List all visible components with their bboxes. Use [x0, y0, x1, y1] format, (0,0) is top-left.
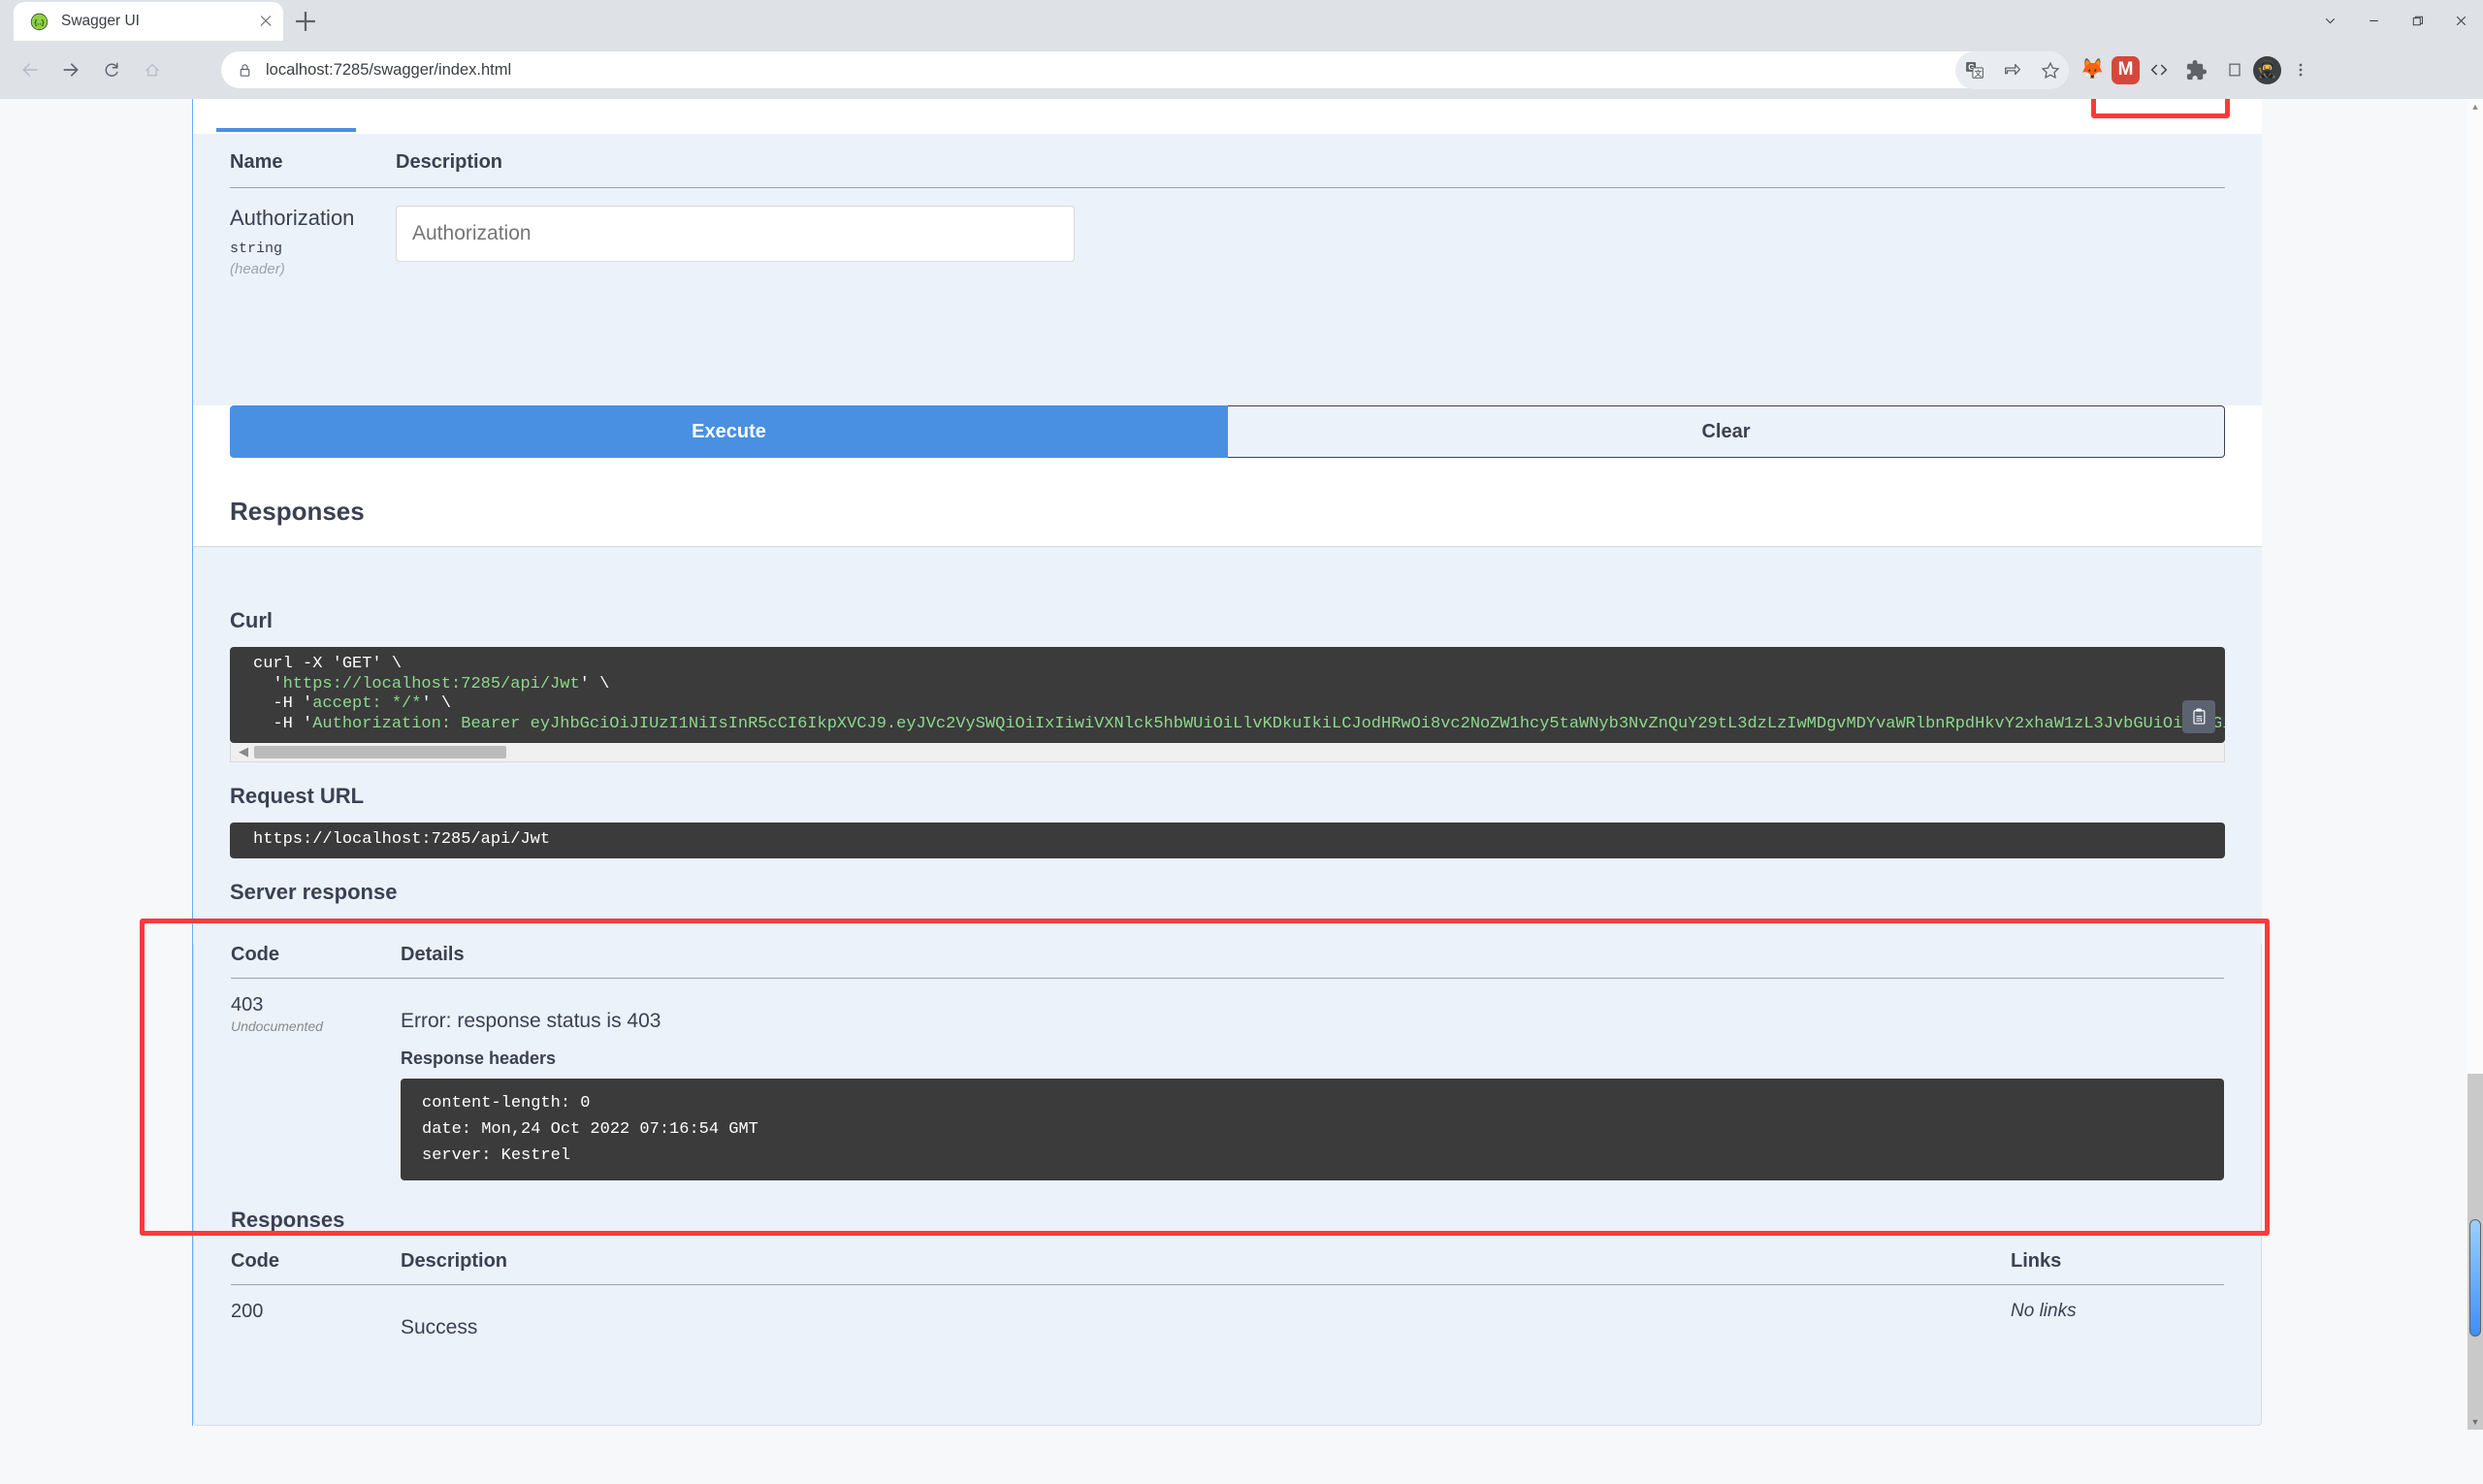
svg-text:文: 文: [1974, 68, 1982, 78]
svg-text:{..}: {..}: [34, 17, 44, 26]
